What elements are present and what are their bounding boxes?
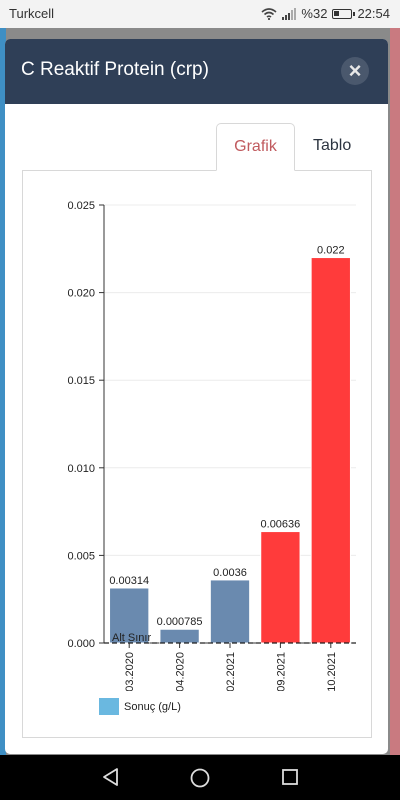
navigation-bar (0, 755, 400, 800)
y-tick-label: 0.000 (67, 638, 95, 650)
y-tick-label: 0.025 (67, 200, 95, 212)
crp-modal: C Reaktif Protein (crp) × Grafik Tablo 0… (5, 39, 388, 754)
bar-value-label: 0.00636 (261, 519, 301, 531)
bar (159, 628, 200, 644)
x-tick-label: 20.04.2020 (175, 652, 187, 691)
close-icon: × (348, 58, 362, 83)
status-icons: %32 22:54 (261, 6, 390, 21)
legend-swatch (99, 698, 119, 715)
close-button[interactable]: × (341, 57, 369, 85)
bar (260, 531, 301, 644)
y-tick-label: 0.015 (67, 375, 95, 387)
wifi-icon (261, 7, 277, 20)
tab-tablo[interactable]: Tablo (313, 137, 352, 154)
battery-percent: %32 (301, 6, 328, 21)
view-tabs: Grafik Tablo (216, 123, 367, 171)
background-right-edge (390, 28, 400, 755)
x-tick-label: 17.03.2020 (124, 652, 136, 691)
home-icon[interactable] (189, 767, 211, 789)
signal-icon (282, 7, 297, 20)
recent-apps-icon[interactable] (280, 767, 300, 787)
bar-value-label: 0.000785 (157, 616, 203, 628)
bar-chart: 0.000 0.005 0.010 0.015 0.020 0.025 0.00314 17.… (67, 200, 356, 691)
bar-value-label: 0.00314 (109, 575, 149, 587)
x-tick-label: 14.09.2021 (275, 652, 287, 691)
y-tick-label: 0.005 (67, 550, 95, 562)
y-tick-label: 0.010 (67, 463, 95, 475)
status-bar: Turkcell %32 22:54 (0, 0, 400, 28)
bar (209, 579, 251, 644)
clock: 22:54 (357, 6, 390, 21)
reference-line-label: Alt Sınır (112, 632, 151, 644)
back-icon[interactable] (101, 767, 121, 787)
modal-header: C Reaktif Protein (crp) × (5, 39, 388, 104)
carrier-name: Turkcell (9, 6, 55, 21)
tab-grafik[interactable]: Grafik (216, 123, 295, 171)
x-tick-label: 26.02.2021 (225, 652, 237, 691)
bar (109, 587, 150, 644)
bar-value-label: 0.0036 (213, 567, 247, 579)
chart-legend: Sonuç (g/L) (99, 698, 181, 715)
y-tick-label: 0.020 (67, 288, 95, 300)
chart-panel: 0.000 0.005 0.010 0.015 0.020 0.025 0.00314 17.… (22, 170, 372, 738)
x-tick-label: 01.10.2021 (326, 652, 338, 691)
bar (310, 257, 351, 644)
battery-icon (332, 8, 356, 19)
background-left-edge (0, 28, 6, 755)
bar-value-label: 0.022 (317, 245, 345, 257)
modal-title: C Reaktif Protein (crp) (21, 59, 209, 80)
legend-label: Sonuç (g/L) (124, 700, 181, 713)
